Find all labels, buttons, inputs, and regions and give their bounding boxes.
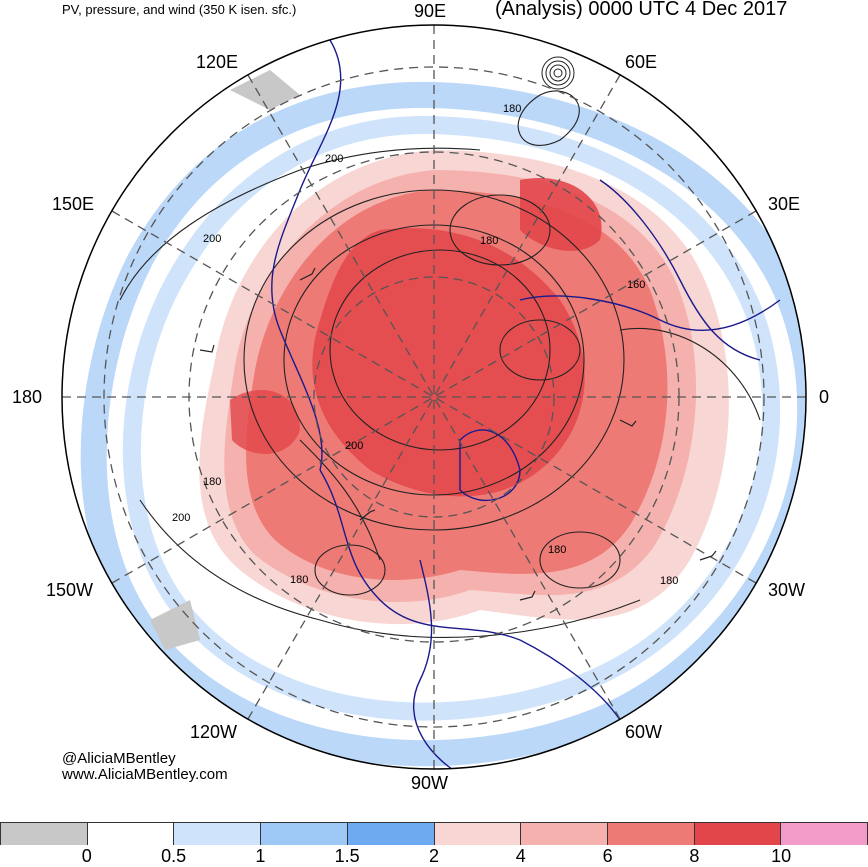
pressure-contours: [119, 90, 761, 638]
lon-label-60w: 60W: [625, 722, 663, 742]
pv-gray-patch: [230, 70, 300, 110]
colorbar: [0, 822, 868, 845]
colorbar-tick-label: 4: [515, 846, 526, 866]
colorbar-tick-label: 8: [689, 846, 700, 866]
pv-region-dark-red: [520, 178, 602, 251]
lon-label-150e: 150E: [52, 194, 95, 214]
pv-region-dark-red: [312, 228, 585, 497]
lon-label-120w: 120W: [190, 722, 238, 742]
colorbar-swatch: [261, 823, 348, 845]
pv-region-dark-red: [230, 390, 300, 454]
pv-band-light-blue: [122, 115, 781, 721]
lon-label-30e: 30E: [768, 194, 801, 214]
lat-lon-grid: [62, 25, 806, 769]
pv-gray-patch: [150, 600, 200, 650]
lon-label-30w: 30W: [768, 580, 806, 600]
credit-website: www.AliciaMBentley.com: [62, 766, 228, 783]
contour-label: 180: [480, 235, 498, 247]
colorbar-swatch: [694, 823, 782, 845]
pv-band-blue-outer: [80, 81, 806, 767]
colorbar-tick-label: 2: [428, 846, 440, 866]
contour-label-group: 200 180 200 180 160 200 180 200 180 180 …: [172, 103, 678, 587]
colorbar-tick-label: 1.5: [334, 846, 360, 866]
contour-label: 180: [548, 544, 566, 556]
low-center: [541, 56, 575, 90]
colorbar-swatch: [347, 823, 435, 845]
colorbar-swatch: [607, 823, 695, 845]
map-border: [61, 24, 807, 770]
colorbar-swatch: [174, 823, 262, 845]
lon-label-0: 0: [819, 387, 830, 407]
contour-label: 200: [172, 512, 190, 524]
lon-label-120e: 120E: [196, 52, 239, 72]
coastlines: [271, 39, 781, 769]
contour-label: 180: [503, 103, 521, 115]
header-title: PV, pressure, and wind (350 K isen. sfc.…: [62, 2, 297, 17]
colorbar-swatch: [434, 823, 522, 845]
colorbar-tick-label: 1: [255, 846, 266, 866]
colorbar-swatch: [87, 823, 175, 845]
valid-time: (Analysis) 0000 UTC 4 Dec 2017: [495, 0, 788, 20]
wind-barbs: [199, 267, 717, 601]
contour-label: 180: [203, 476, 221, 488]
colorbar-tick-label: 6: [602, 846, 613, 866]
lon-label-180: 180: [12, 387, 43, 407]
credit-handle: @AliciaMBentley: [62, 750, 176, 767]
polar-map: 200 180 200 180 160 200 180 200 180 180 …: [61, 24, 807, 770]
contour-label: 200: [345, 440, 363, 452]
lon-label-150w: 150W: [46, 580, 94, 600]
colorbar-tick-label: 0: [81, 846, 92, 866]
colorbar-swatch: [781, 823, 868, 845]
contour-label: 180: [660, 575, 678, 587]
colorbar-swatch: [0, 823, 88, 845]
colorbar-tick-label: 10: [771, 846, 792, 866]
contour-label: 200: [325, 153, 343, 165]
lon-label-60e: 60E: [625, 52, 658, 72]
contour-label: 200: [203, 233, 221, 245]
colorbar-tick-label: 0.5: [161, 846, 187, 866]
lon-label-90e: 90E: [414, 1, 447, 21]
lon-label-90w: 90W: [411, 773, 449, 793]
colorbar-swatch: [521, 823, 608, 845]
contour-label: 180: [290, 574, 308, 586]
contour-label: 160: [627, 279, 645, 291]
